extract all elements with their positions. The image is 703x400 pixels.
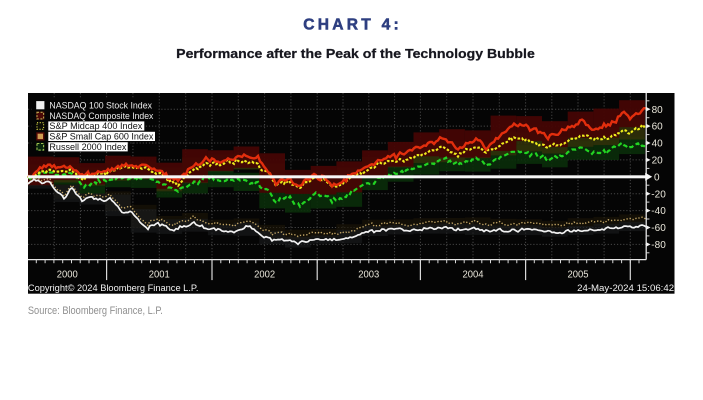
svg-text:2001: 2001	[149, 270, 170, 281]
svg-text:NASDAQ Composite Index: NASDAQ Composite Index	[49, 111, 153, 121]
svg-text:CHART 4:: CHART 4:	[303, 17, 399, 34]
svg-text:Performance after the Peak of: Performance after the Peak of the Techno…	[176, 46, 535, 61]
svg-text:Copyright© 2024 Bloomberg Fina: Copyright© 2024 Bloomberg Finance L.P.	[28, 283, 199, 294]
svg-text:40: 40	[652, 139, 664, 150]
svg-text:2004: 2004	[463, 270, 484, 281]
svg-text:-20: -20	[651, 189, 666, 200]
svg-text:-40: -40	[651, 206, 666, 217]
svg-text:S&P Midcap 400 Index: S&P Midcap 400 Index	[49, 121, 142, 131]
svg-text:0: 0	[654, 172, 660, 183]
svg-text:S&P Small Cap 600 Index: S&P Small Cap 600 Index	[49, 132, 153, 142]
svg-text:-60: -60	[651, 223, 666, 234]
svg-text:Russell 2000 Index: Russell 2000 Index	[49, 142, 126, 152]
svg-text:Source: Bloomberg Finance, L.P: Source: Bloomberg Finance, L.P.	[28, 305, 163, 317]
svg-text:2005: 2005	[568, 270, 589, 281]
svg-text:20: 20	[652, 156, 664, 167]
svg-text:2003: 2003	[358, 270, 379, 281]
svg-text:2000: 2000	[57, 270, 78, 281]
svg-text:2002: 2002	[254, 270, 275, 281]
svg-text:80: 80	[652, 105, 664, 116]
svg-text:60: 60	[652, 122, 664, 133]
svg-text:-80: -80	[651, 240, 666, 251]
svg-text:24-May-2024 15:06:42: 24-May-2024 15:06:42	[577, 283, 674, 294]
svg-text:NASDAQ 100 Stock Index: NASDAQ 100 Stock Index	[49, 100, 152, 110]
